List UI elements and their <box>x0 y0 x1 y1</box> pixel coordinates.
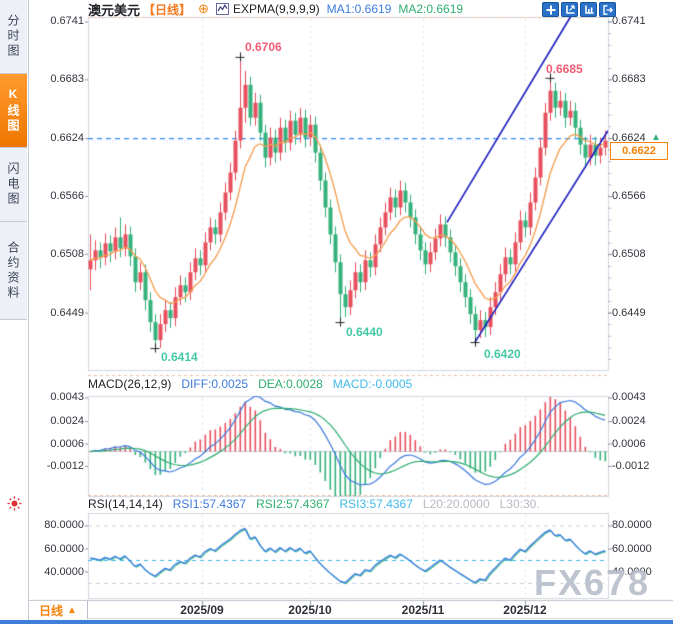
current-price-box: 0.6622 <box>610 141 668 160</box>
date-axis-label: 2025/09 <box>180 603 224 617</box>
macd-axis-label: 0.0024 <box>50 415 84 428</box>
bottom-edge-bar <box>0 620 673 624</box>
scale-axis-icon[interactable] <box>561 2 578 17</box>
price-annotation: 0.6414 <box>161 350 198 365</box>
price-axis-label: 0.6741 <box>612 15 646 28</box>
price-axis-label: 0.6449 <box>612 306 646 319</box>
macd-axis-label: -0.0012 <box>46 459 84 472</box>
price-axis-label: 0.6624 <box>612 132 646 145</box>
rsi-axis-label: 40.0000 <box>44 565 84 578</box>
expma-legend-icon[interactable] <box>215 3 229 15</box>
crosshair-icon[interactable] <box>542 2 559 17</box>
macd-macd-value: MACD:-0.0005 <box>332 377 413 391</box>
macd-diff-value: DIFF:0.0025 <box>181 377 249 391</box>
price-annotation: 0.6685 <box>546 61 583 76</box>
price-axis-label: 0.6566 <box>50 189 84 202</box>
ma1-value: MA1:0.6619 <box>326 2 392 16</box>
date-axis-label: 2025/11 <box>401 603 445 617</box>
macd-title: MACD(26,12,9) <box>88 377 172 391</box>
sidebar-tab-lightning-chart[interactable]: 闪电图 <box>0 148 27 222</box>
macd-axis-label: 0.0043 <box>612 391 646 404</box>
sidebar: 分时图 K线图 闪电图 合约资料 <box>0 0 29 624</box>
rsi3-value: RSI3:57.4367 <box>339 497 413 511</box>
indicator-label: EXPMA(9,9,9,9) <box>232 2 320 16</box>
sidebar-tab-time-chart[interactable]: 分时图 <box>0 0 27 74</box>
macd-axis-label: -0.0012 <box>612 459 650 472</box>
macd-axis-label: 0.0006 <box>50 437 84 450</box>
date-axis-label: 2025/10 <box>288 603 332 617</box>
macd-axis-label: 0.0043 <box>50 391 84 404</box>
period-label: 【日线】 <box>143 2 192 17</box>
scale-chart-icon[interactable] <box>580 2 597 17</box>
rsi2-value: RSI2:57.4367 <box>256 497 330 511</box>
rsi-axis-label: 80.0000 <box>44 519 84 532</box>
exit-icon[interactable] <box>599 2 616 17</box>
symbol-name: 澳元美元 <box>88 2 141 18</box>
rsi-axis-label: 60.0000 <box>612 542 652 555</box>
price-axis-label: 0.6449 <box>50 306 84 319</box>
date-axis-label: 2025/12 <box>503 603 547 617</box>
rsi-axis-label: 80.0000 <box>612 519 652 532</box>
price-annotation: 0.6706 <box>245 39 282 54</box>
watermark: FX678 <box>534 562 651 603</box>
hot-indicator-icon[interactable] <box>7 496 22 516</box>
macd-axis-label: 0.0006 <box>612 437 646 450</box>
price-annotation: 0.6440 <box>346 325 383 340</box>
rsi-l30-value: L30:30. <box>499 497 540 511</box>
sidebar-tab-contract-info[interactable]: 合约资料 <box>0 222 27 320</box>
price-axis-label: 0.6683 <box>612 73 646 86</box>
price-up-arrow-icon: ▲ <box>651 131 661 143</box>
rsi1-value: RSI1:57.4367 <box>172 497 247 511</box>
chart-header: 澳元美元 【日线】 ⊕ EXPMA(9,9,9,9) MA1:0.6619 MA… <box>88 1 464 18</box>
price-axis-label: 0.6624 <box>50 132 84 145</box>
sidebar-tab-kline-chart[interactable]: K线图 <box>0 74 27 148</box>
price-axis-label: 0.6683 <box>50 73 84 86</box>
period-up-arrow-icon: ▲ <box>67 604 77 616</box>
macd-dea-value: DEA:0.0028 <box>258 377 323 391</box>
macd-header: MACD(26,12,9) DIFF:0.0025 DEA:0.0028 MAC… <box>88 377 412 391</box>
price-axis-label: 0.6566 <box>612 189 646 202</box>
price-annotation: 0.6420 <box>484 347 521 362</box>
rsi-axis-label: 60.0000 <box>44 542 84 555</box>
rsi-l20-value: L20:20.0000 <box>422 497 490 511</box>
ma2-value: MA2:0.6619 <box>398 2 464 16</box>
rsi-axis-label: 40.0000 <box>612 565 652 578</box>
price-axis-label: 0.6508 <box>50 247 84 260</box>
rsi-header: RSI(14,14,14) RSI1:57.4367 RSI2:57.4367 … <box>88 497 540 511</box>
price-axis-label: 0.6508 <box>612 247 646 260</box>
add-indicator-icon[interactable]: ⊕ <box>198 1 209 16</box>
rsi-title: RSI(14,14,14) <box>88 497 163 511</box>
period-selector[interactable]: 日线 ▲ <box>29 601 88 619</box>
macd-axis-label: 0.0024 <box>612 415 646 428</box>
price-axis-label: 0.6741 <box>50 15 84 28</box>
chart-toolbar <box>542 2 616 17</box>
